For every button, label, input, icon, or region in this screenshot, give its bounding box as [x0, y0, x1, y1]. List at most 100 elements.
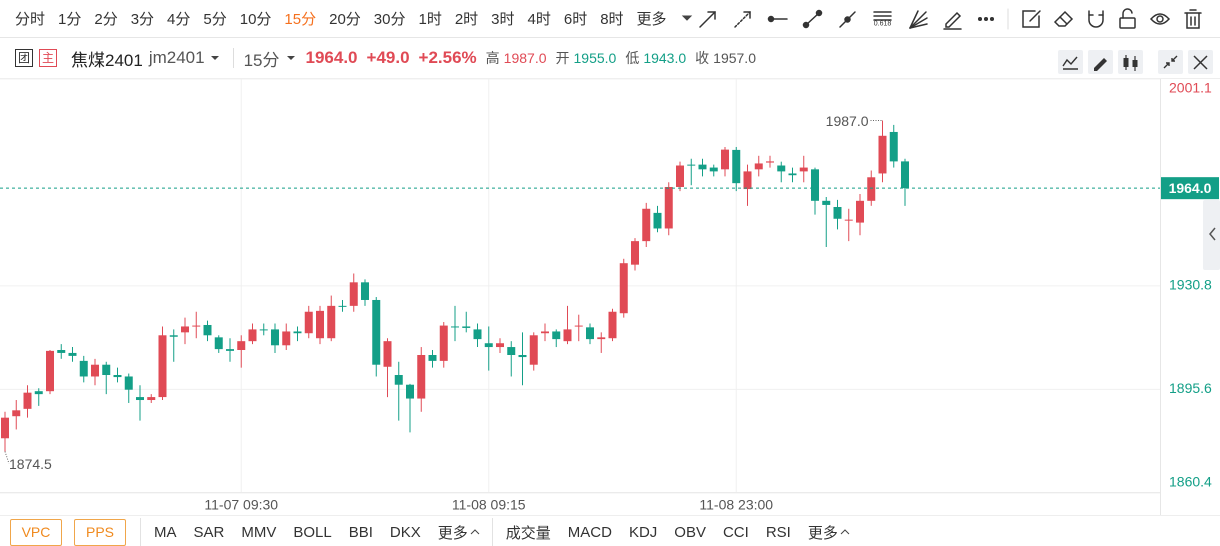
eraser-tool[interactable] [1053, 10, 1074, 27]
pen-tool[interactable] [943, 11, 962, 30]
candle-body [844, 219, 853, 221]
candle-body [147, 397, 156, 401]
period-button[interactable]: 4分 [167, 10, 191, 28]
more-sub[interactable]: 更多 [807, 524, 838, 542]
candle-body [889, 131, 898, 162]
open-label: 开 [555, 50, 570, 66]
candle-body [124, 376, 133, 390]
candle-body [383, 341, 392, 367]
fan-tool[interactable] [909, 10, 928, 29]
fib-tool[interactable] [873, 11, 892, 21]
more-periods[interactable]: 更多 [636, 10, 667, 28]
close-icon [1193, 55, 1208, 70]
sub-indicator[interactable]: CCI [722, 523, 749, 541]
period-button[interactable]: 3时 [491, 10, 515, 28]
main-indicator[interactable]: MMV [241, 523, 277, 541]
badge[interactable]: 团 [15, 49, 33, 67]
candle-body [676, 165, 684, 187]
shrink-button[interactable] [1158, 50, 1183, 74]
main-indicator[interactable]: MA [154, 523, 177, 541]
period-toolbar: 分时 1分 2分 3分 4分 5分 10分 15分 20分 30分 1时 2时 3时 4时 6时 8时 更多 [15, 0, 694, 36]
badge[interactable]: 主 [39, 49, 57, 67]
lock-tool[interactable] [1119, 8, 1136, 29]
fib-label: 0.618 [874, 20, 892, 27]
candle-body [68, 352, 77, 356]
overlay-button[interactable]: VPC [10, 518, 62, 546]
segment-tool[interactable] [802, 9, 823, 29]
arrow-tool[interactable] [699, 11, 716, 28]
candle-body [57, 349, 66, 353]
shrink-icon [1163, 55, 1178, 69]
prev-close-value: 1957.0 [713, 50, 756, 66]
main-indicator[interactable]: SAR [193, 523, 225, 541]
period-button[interactable]: 30分 [373, 10, 406, 28]
hline-tool[interactable] [767, 15, 788, 23]
sub-indicator[interactable]: 成交量 [505, 524, 551, 542]
period-button[interactable]: 1时 [418, 10, 442, 28]
period-button[interactable]: 2分 [94, 10, 118, 28]
indicator-bar: VPC PPS MA SAR MMV BOLL BBI DKX 更多 成交量 MACD KDJ OBV C… [10, 518, 852, 546]
main-indicator[interactable]: BOLL [293, 523, 332, 541]
candle-body [833, 206, 842, 219]
main-indicator[interactable]: BBI [348, 523, 373, 541]
candle-body [473, 329, 482, 340]
period-button[interactable]: 15分 [284, 10, 317, 28]
period-button[interactable]: 1分 [58, 10, 82, 28]
low-label: 1874.5 [9, 456, 52, 472]
caret [210, 56, 219, 60]
main-indicator[interactable]: DKX [389, 523, 421, 541]
low-label: 低 [625, 50, 640, 66]
period-button[interactable]: 3分 [130, 10, 155, 28]
sub-indicator[interactable]: RSI [765, 523, 791, 541]
period-button[interactable]: 分时 [15, 10, 46, 28]
sub-indicator[interactable]: MACD [567, 523, 612, 541]
candle-body [867, 177, 876, 201]
sub-indicator[interactable]: KDJ [628, 523, 658, 541]
candle-body [169, 335, 178, 337]
period-button[interactable]: 20分 [329, 10, 361, 28]
candle-body [271, 329, 279, 346]
period-button[interactable]: 8时 [600, 10, 624, 28]
period-button[interactable]: 6时 [563, 10, 588, 28]
open-value: 1955.0 [573, 50, 617, 66]
quote-period[interactable]: 15分 [243, 50, 280, 70]
overlay-button[interactable]: PPS [74, 518, 126, 546]
high-value: 1987.0 [503, 50, 547, 66]
kline-button[interactable] [1118, 50, 1143, 74]
period-button[interactable]: 10分 [239, 10, 272, 28]
candle-body [394, 375, 403, 385]
caret [470, 529, 480, 535]
ray-tool[interactable] [734, 11, 751, 28]
indicator-button[interactable] [1058, 50, 1083, 74]
period-button[interactable]: 2时 [454, 10, 479, 28]
eye-tool[interactable] [1149, 13, 1171, 25]
candle-body [687, 164, 696, 166]
candle-body [316, 310, 324, 339]
candle-body [12, 410, 21, 417]
trend-tool[interactable] [839, 11, 856, 28]
candle-body [822, 200, 831, 205]
candle-body [282, 331, 291, 346]
candle-body [226, 349, 234, 351]
separator [491, 518, 493, 546]
candle-body [304, 311, 313, 334]
more-tools[interactable] [977, 16, 995, 22]
candle-body [136, 397, 144, 401]
delete-tool[interactable] [1184, 9, 1202, 29]
contract-code[interactable]: jm2401 [148, 48, 205, 67]
x-tick-label: 11-07 09:30 [204, 497, 278, 513]
period-button[interactable]: 4时 [527, 10, 551, 28]
edit-tool[interactable] [1022, 10, 1041, 28]
candle-body [608, 311, 617, 339]
more-main[interactable]: 更多 [437, 524, 468, 542]
candle-body [811, 169, 819, 201]
period-button[interactable]: 5分 [203, 10, 227, 28]
candle-body [439, 325, 448, 361]
price-change-pct: +2.56% [418, 48, 477, 67]
sub-indicator[interactable]: OBV [674, 523, 706, 541]
separator [140, 518, 141, 546]
magnet-tool[interactable] [1088, 10, 1104, 28]
